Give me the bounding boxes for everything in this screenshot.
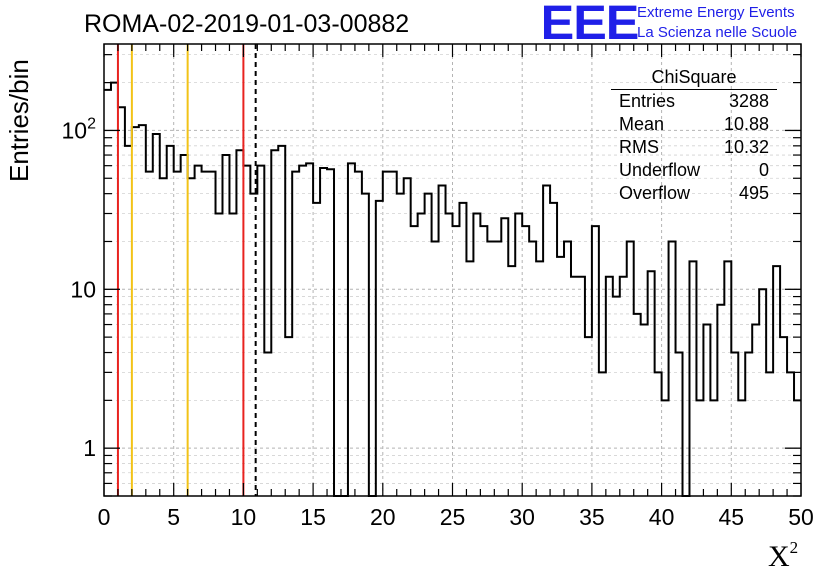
stats-value: 10.32 (723, 137, 769, 157)
logo-line-2: La Scienza nelle Scuole (637, 24, 798, 41)
y-tick-label: 1 (83, 435, 96, 461)
x-tick-label: 10 (231, 504, 257, 530)
stats-label: Overflow (619, 183, 691, 203)
y-tick-label: 102 (62, 115, 97, 143)
stats-value: 0 (758, 160, 769, 180)
stats-value: 3288 (728, 91, 769, 111)
eee-logo: EEE (540, 0, 640, 50)
y-axis-label: Entries/bin (4, 59, 34, 182)
x-tick-label: 30 (509, 504, 535, 530)
stats-label: Entries (619, 91, 676, 111)
stats-row-rms: RMS 10.32 (611, 136, 777, 159)
stats-row-underflow: Underflow 0 (611, 159, 777, 182)
x-tick-label: 5 (167, 504, 180, 530)
stats-value: 495 (738, 183, 769, 203)
x-axis-label-base: X (768, 540, 790, 573)
stats-row-mean: Mean 10.88 (611, 113, 777, 136)
x-tick-label: 25 (440, 504, 466, 530)
stats-row-entries: Entries 3288 (611, 90, 777, 113)
stats-label: Underflow (619, 160, 701, 180)
y-tick-label: 10 (70, 276, 96, 302)
x-tick-label: 40 (649, 504, 675, 530)
x-axis-label-sup: 2 (789, 538, 799, 557)
x-axis-label: X2 (768, 538, 798, 574)
stats-title: ChiSquare (611, 65, 777, 90)
stats-value: 10.88 (723, 114, 769, 134)
stats-box: ChiSquare Entries 3288 Mean 10.88 RMS 10.32… (611, 65, 777, 205)
stats-label: RMS (619, 137, 659, 157)
x-tick-label: 15 (300, 504, 326, 530)
x-tick-label: 0 (98, 504, 111, 530)
stats-row-overflow: Overflow 495 (611, 182, 777, 205)
stats-label: Mean (619, 114, 665, 134)
x-tick-label: 20 (370, 504, 396, 530)
x-tick-label: 45 (719, 504, 745, 530)
logo-line-1: Extreme Energy Events (637, 4, 795, 21)
chart-title: ROMA-02-2019-01-03-00882 (84, 10, 410, 38)
x-tick-label: 35 (579, 504, 605, 530)
x-tick-label: 50 (788, 504, 814, 530)
